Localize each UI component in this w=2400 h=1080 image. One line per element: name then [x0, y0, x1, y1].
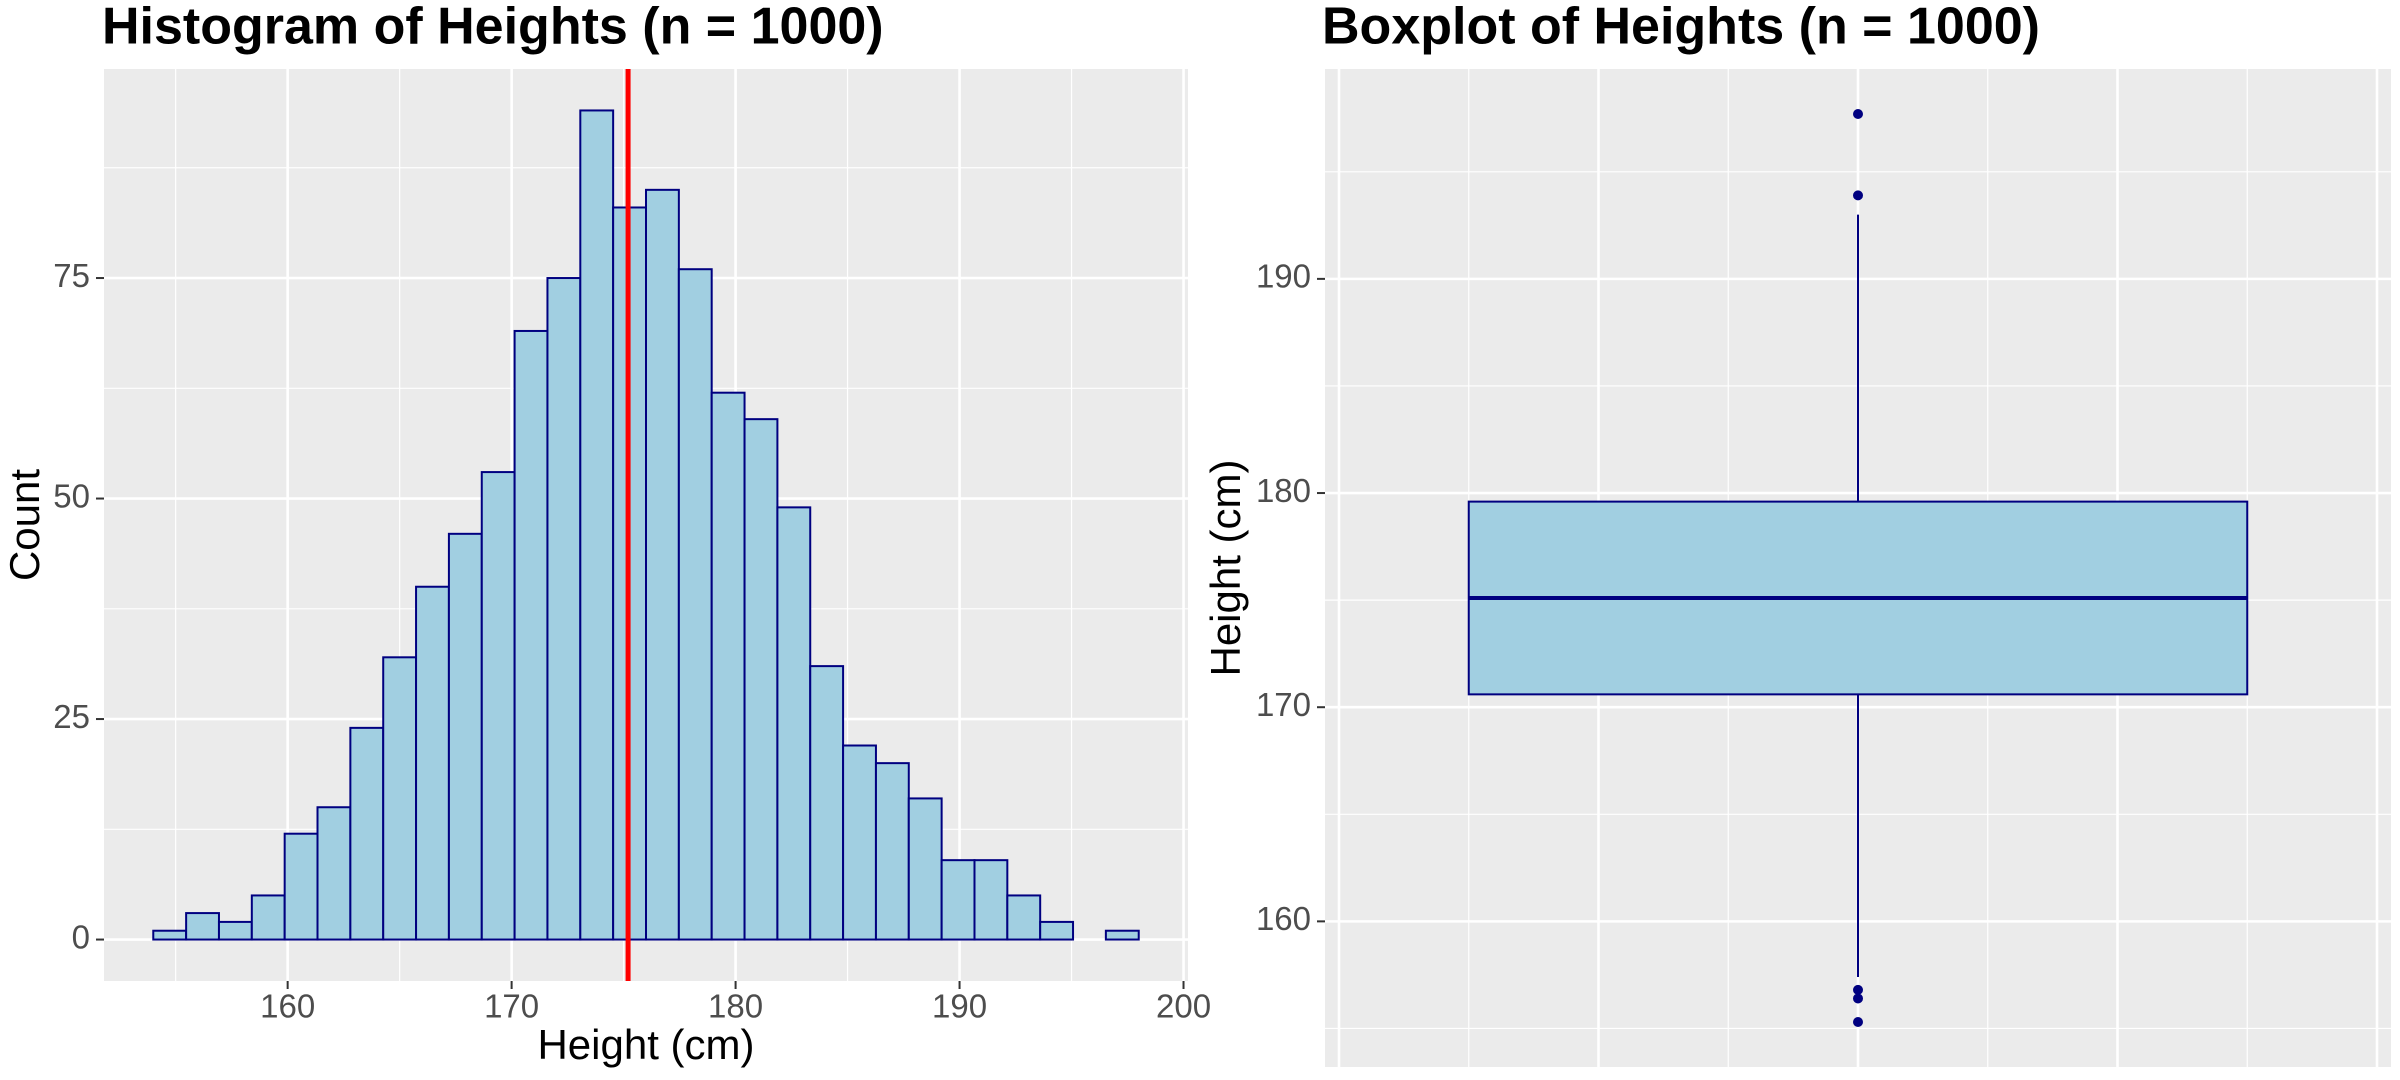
y-tick-label: 190: [1256, 258, 1311, 295]
bar: [1104, 929, 1140, 941]
bar: [349, 726, 385, 941]
y-tick-label: 75: [53, 257, 90, 294]
y-tick-label: 25: [53, 698, 90, 735]
y-tick-label: 180: [1256, 472, 1311, 509]
bar: [776, 506, 812, 941]
bar: [283, 832, 319, 941]
y-tick-label: 160: [1256, 900, 1311, 937]
bar: [907, 797, 943, 941]
outlier: [1853, 993, 1863, 1004]
x-tick-label: 170: [484, 988, 539, 1025]
bar: [480, 471, 516, 941]
y-tick-label: 0: [72, 918, 90, 955]
bar: [874, 762, 910, 941]
bar: [185, 912, 220, 941]
bar: [842, 744, 877, 941]
bar: [973, 859, 1009, 941]
outlier: [1853, 190, 1863, 201]
bar: [513, 329, 549, 941]
y-tick-label: 50: [53, 477, 90, 514]
bar: [382, 656, 418, 941]
bar: [809, 665, 845, 941]
y-axis-title: Height (cm): [1202, 459, 1249, 676]
outlier: [1853, 108, 1863, 119]
bar: [940, 859, 976, 941]
bar: [1039, 920, 1075, 941]
x-tick-label: 200: [1156, 988, 1211, 1025]
bar: [415, 585, 450, 941]
outlier: [1853, 1017, 1863, 1028]
bar: [743, 418, 779, 941]
chart-title: Histogram of Heights (n = 1000): [102, 0, 884, 56]
bar: [677, 268, 713, 941]
x-tick-label: 160: [260, 988, 315, 1025]
x-tick-label: 190: [932, 988, 987, 1025]
bar: [447, 532, 483, 941]
outlier: [1853, 984, 1863, 995]
bar: [546, 277, 582, 941]
chart-title: Boxplot of Heights (n = 1000): [1322, 0, 2040, 56]
bar: [316, 806, 352, 941]
bar: [710, 391, 746, 941]
bar: [1006, 894, 1042, 941]
bar: [579, 109, 615, 941]
bar: [152, 929, 188, 941]
bar: [645, 188, 680, 941]
x-axis-title: Height (cm): [537, 1021, 754, 1068]
x-tick-label: 180: [708, 988, 763, 1025]
y-tick-label: 170: [1256, 686, 1311, 723]
bar: [217, 920, 253, 941]
bar: [250, 894, 286, 941]
y-axis-title: Count: [1, 469, 48, 581]
